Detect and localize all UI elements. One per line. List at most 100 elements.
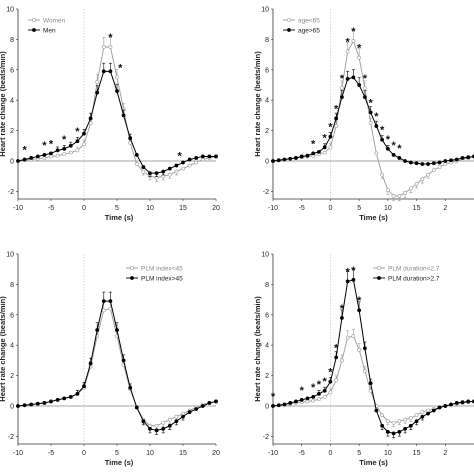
data-point [351,334,356,338]
x-tick-label: 20 [212,450,220,457]
data-point [174,419,179,424]
y-tick-label: 4 [10,98,14,105]
data-point [414,419,419,424]
data-point [148,171,152,176]
x-tick-label: 15 [413,205,421,212]
significance-asterisk: * [62,134,67,146]
data-point [108,299,113,304]
data-point [288,156,293,161]
y-axis-label: Heart rate change (beats/min) [0,296,7,402]
significance-asterisk: * [374,111,379,123]
data-point [214,154,218,159]
significance-asterisk: * [340,303,345,315]
data-point [128,385,133,390]
significance-asterisk: * [42,140,47,152]
significance-asterisk: * [386,134,391,146]
x-axis-label: Time (s) [105,458,134,467]
data-point [391,420,396,425]
x-tick-label: 2 [443,205,447,212]
data-point [187,410,192,414]
data-point [214,399,218,404]
data-point [299,154,304,159]
data-point [75,139,80,144]
data-point [181,414,185,419]
data-point [403,159,407,163]
significance-asterisk: * [22,144,27,156]
chart-panel-2: -2 0 2 4 6 8 10 -10 -5 0 5 10 15 2 Time (s) Heart rate … [253,7,474,222]
data-point [426,162,430,166]
data-point [460,156,465,160]
y-tick-label: 2 [265,128,269,135]
significance-asterisk: * [363,73,368,85]
data-point [62,152,67,157]
data-point [154,428,159,433]
data-point [305,396,310,401]
data-point [115,328,119,332]
data-point [311,394,316,399]
data-point [288,401,293,405]
data-point [82,142,86,147]
data-point [414,181,419,186]
data-point [187,163,192,168]
data-point [426,172,430,177]
data-point [282,402,287,407]
x-tick-label: 0 [328,205,332,212]
legend-swatch-marker [287,28,291,32]
data-point [340,95,344,100]
legend-label: Men [43,27,56,34]
significance-asterisk: * [328,367,333,379]
significance-asterisk: * [271,391,276,403]
data-point [391,431,396,436]
legend-swatch-marker [377,266,381,270]
data-point [351,75,356,80]
y-tick-label: 8 [265,37,269,44]
y-tick-label: 10 [261,7,269,14]
data-point [449,158,453,163]
x-tick-label: 0 [82,450,86,457]
data-point [454,401,459,405]
data-point [294,399,298,404]
significance-asterisk: * [346,266,351,278]
data-point [128,136,133,141]
data-point [466,399,471,404]
y-tick-label: 0 [10,159,14,166]
data-point [408,186,413,191]
y-tick-label: 4 [10,343,14,350]
data-point [95,328,100,332]
significance-asterisk: * [323,376,328,388]
series-grey [271,30,474,202]
data-point [115,75,119,80]
data-point [62,396,67,401]
significance-asterisk: * [397,143,402,155]
data-point [55,398,60,402]
significance-asterisk: * [391,140,396,152]
data-point [420,162,425,166]
data-point [328,145,333,150]
series-line [272,279,474,434]
series-line [272,335,474,424]
data-point [334,378,339,383]
data-point [345,335,350,340]
data-point [351,39,356,43]
data-point [322,150,327,155]
y-tick-label: 8 [10,37,14,44]
data-point [317,149,321,154]
x-tick-label: 5 [115,450,119,457]
data-point [141,419,146,424]
data-point [194,156,199,160]
legend: Women Men [28,17,66,34]
y-tick-label: 2 [265,373,269,380]
data-point [174,163,179,168]
data-point [357,55,362,60]
data-point [134,405,139,410]
data-point [380,172,385,177]
data-point [449,402,453,407]
data-point [108,69,113,74]
data-point [95,80,100,84]
legend-label: Women [43,17,66,24]
data-point [68,394,73,399]
data-point [431,161,436,166]
data-point [55,148,60,153]
legend: age<65 age>65 [283,17,320,34]
data-point [362,346,367,351]
